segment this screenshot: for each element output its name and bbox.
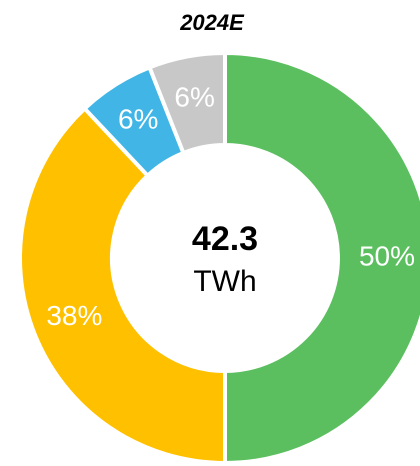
center-value: 42.3 bbox=[192, 220, 258, 258]
center-unit: TWh bbox=[193, 265, 256, 298]
donut-slice bbox=[147, 51, 227, 155]
donut-slice bbox=[18, 106, 227, 465]
donut bbox=[18, 51, 420, 465]
chart-title: 2024E bbox=[179, 10, 245, 35]
slice-label: 38% bbox=[46, 300, 102, 331]
slice-label: 50% bbox=[359, 240, 415, 271]
donut-slice bbox=[223, 51, 420, 465]
slice-label: 6% bbox=[174, 81, 214, 112]
slice-label: 6% bbox=[118, 104, 158, 135]
